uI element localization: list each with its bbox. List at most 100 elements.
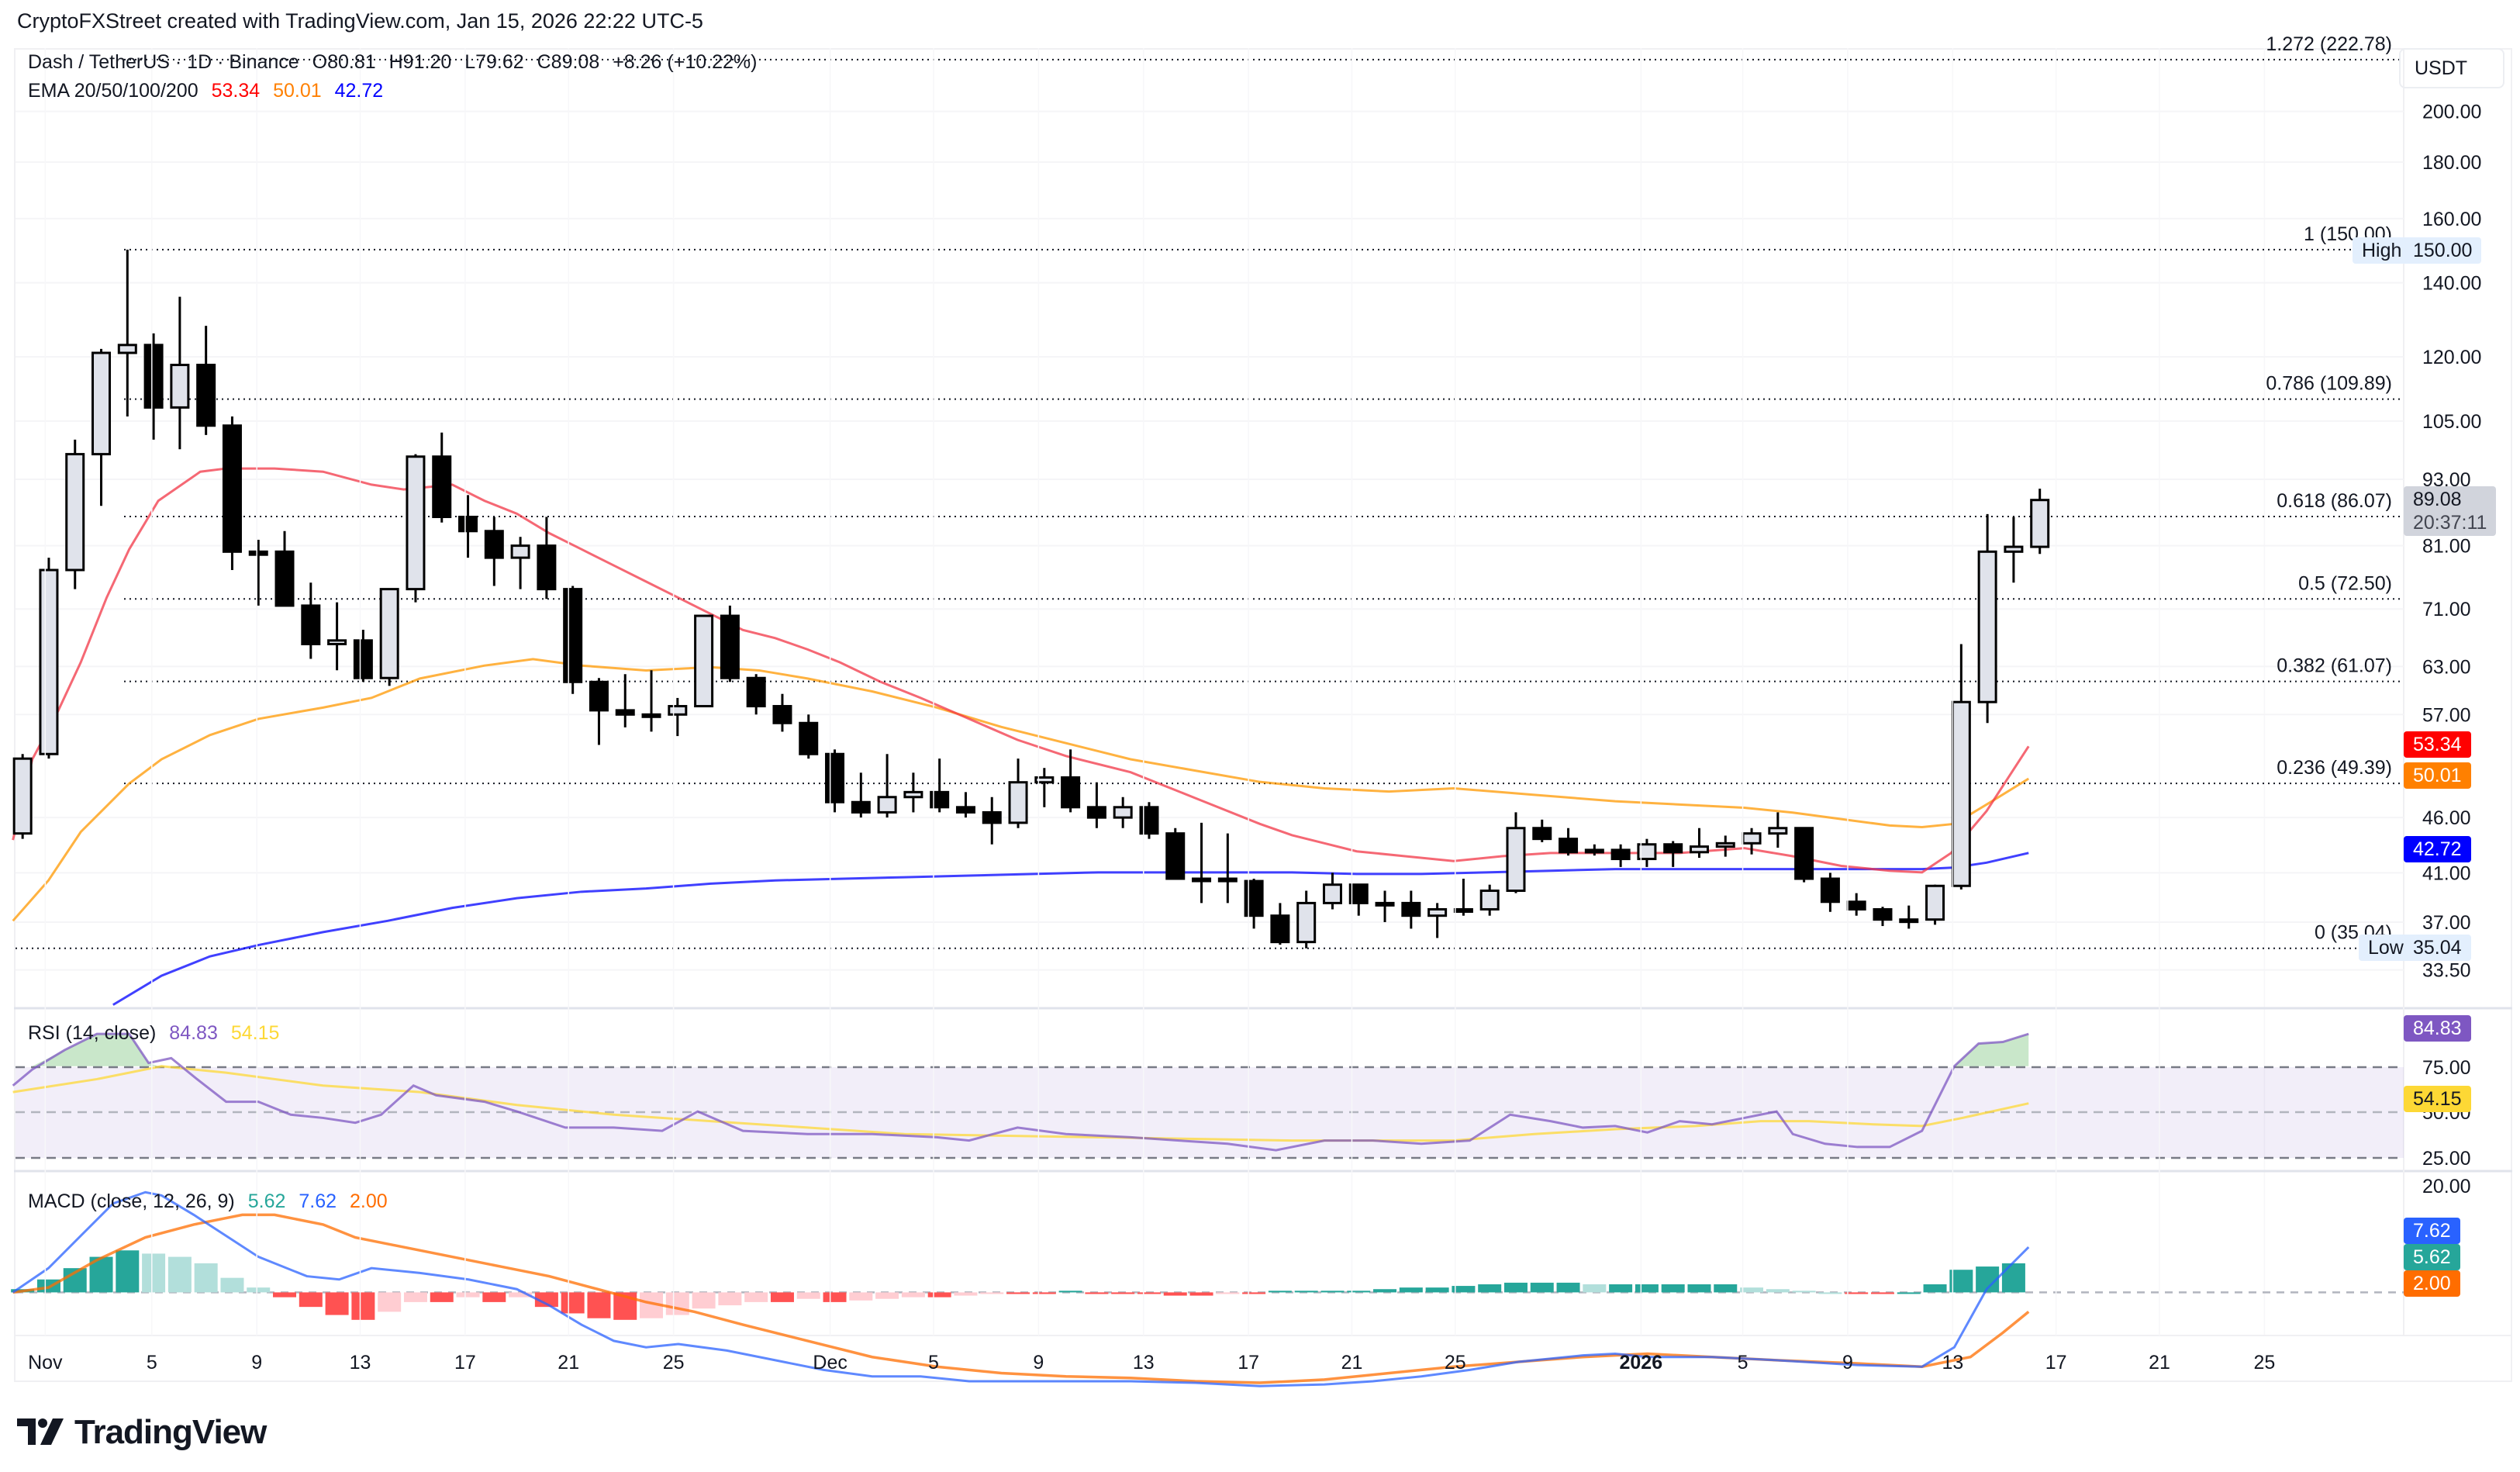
ohlc-low: L79.62 [464,51,524,73]
tradingview-logo[interactable]: TradingView [17,1413,267,1452]
candle-down [589,680,609,712]
candle-up [379,588,399,679]
macd-histogram-bar [1373,1289,1397,1293]
macd-histogram-bar [534,1292,558,1308]
candle-down [982,810,1002,824]
macd-legend[interactable]: MACD (close, 12, 26, 9) 5.62 7.62 2.00 [28,1190,395,1213]
currency-selector[interactable]: USDT [2399,48,2504,88]
macd-histogram-bar [1845,1292,1869,1294]
high-label-badge: High [2353,237,2411,264]
time-axis-label: 9 [1033,1352,1044,1374]
macd-histogram-bar [1556,1282,1580,1293]
tradingview-logo-text: TradingView [74,1413,267,1451]
candle-down [1873,907,1893,921]
macd-histogram-bar [1399,1287,1423,1293]
candle-up [1925,884,1945,921]
candle-down [1610,848,1631,861]
candle-down [772,705,792,724]
high-price-badge: 150.00 [2404,237,2482,264]
symbol-name[interactable]: Dash / TetherUS · 1D · Binance [28,51,299,73]
macd-histogram-bar [770,1292,794,1302]
macd-histogram-bar [1714,1284,1738,1293]
macd-badge: 7.62 [2404,1218,2460,1244]
macd-histogram-bar [430,1292,454,1302]
candle-up [1427,907,1448,917]
macd-histogram-bar [1609,1284,1633,1293]
ema-legend[interactable]: EMA 20/50/100/200 53.34 50.01 42.72 [28,80,391,102]
candle-up [2004,545,2024,553]
price-tick: 63.00 [2422,656,2471,678]
candle-up [1453,907,1473,913]
candle-down [1061,776,1081,809]
candle-down [799,721,819,755]
time-axis-label: 25 [1444,1352,1466,1374]
price-tick: 81.00 [2422,536,2471,558]
rsi-ma-badge: 54.15 [2404,1086,2471,1112]
macd-signal-badge: 2.00 [2404,1270,2460,1297]
macd-histogram-bar [1766,1289,1790,1293]
ohlc-high: H91.20 [388,51,452,73]
last-price-badge: 89.08 20:37:11 [2404,486,2497,536]
candle-up [117,344,137,354]
macd-histogram-bar [875,1292,899,1299]
candle-down [851,800,871,814]
candle-down [1139,806,1159,835]
time-axis-label: Nov [28,1352,63,1374]
candle-up [1192,877,1212,883]
price-tick: 37.00 [2422,912,2471,934]
macd-histogram-bar [796,1292,820,1299]
rsi-legend[interactable]: RSI (14, close) 84.83 54.15 [28,1022,287,1045]
time-axis-label: 2026 [1619,1352,1663,1374]
macd-histogram-bar [1792,1291,1816,1293]
candle-down [143,344,164,409]
candle-up [1768,827,1788,835]
candle-up [1375,901,1395,907]
macd-histogram-bar [1320,1291,1345,1293]
time-axis-label: 17 [2045,1352,2067,1374]
candle-up [510,544,530,559]
candle-up [1742,832,1762,845]
macd-histogram-bar [1583,1284,1607,1293]
time-axis-label: 5 [1737,1352,1748,1374]
rsi-line [12,1032,2029,1152]
candle-down [825,752,845,803]
macd-histogram-bar [1949,1270,1973,1293]
macd-histogram-bar [665,1292,689,1315]
fib-label: 0.618 (86.07) [2277,490,2392,512]
candle-up [1584,848,1604,854]
candle-up [65,453,85,572]
macd-histogram-bar [220,1277,244,1293]
macd-histogram-bar [1189,1292,1213,1296]
fib-label: 1.272 (222.78) [2266,33,2392,55]
candle-up [406,455,426,591]
time-axis-label: 5 [928,1352,939,1374]
macd-histogram-bar [403,1292,427,1302]
macd-histogram-bar [1163,1292,1187,1296]
candle-up [2030,499,2050,548]
candle-up [39,568,59,755]
candle-up [1637,843,1657,861]
macd-histogram-bar [351,1292,375,1320]
macd-histogram-bar [167,1256,192,1293]
candle-down [720,614,740,679]
candle-up [641,713,661,718]
candle-down [1270,914,1290,944]
macd-histogram-bar [1137,1292,1161,1294]
macd-histogram-bar [1347,1291,1371,1293]
candle-down [248,550,268,556]
rsi-overbought-fill [1954,1034,2029,1066]
macd-histogram-bar [1425,1287,1449,1293]
macd-histogram-bar [692,1292,716,1309]
candle-down [1244,879,1264,917]
candle-down [537,544,557,591]
candle-down [1663,843,1683,854]
macd-histogram-bar [718,1292,742,1306]
macd-histogram-bar [247,1287,271,1293]
fib-label: 0.236 (49.39) [2277,757,2392,779]
macd-histogram-bar [509,1292,533,1298]
time-axis-label: 13 [1942,1352,1964,1374]
ema50-line [12,658,2030,922]
macd-histogram-bar [116,1250,140,1293]
fib-label: 0.382 (61.07) [2277,655,2392,677]
